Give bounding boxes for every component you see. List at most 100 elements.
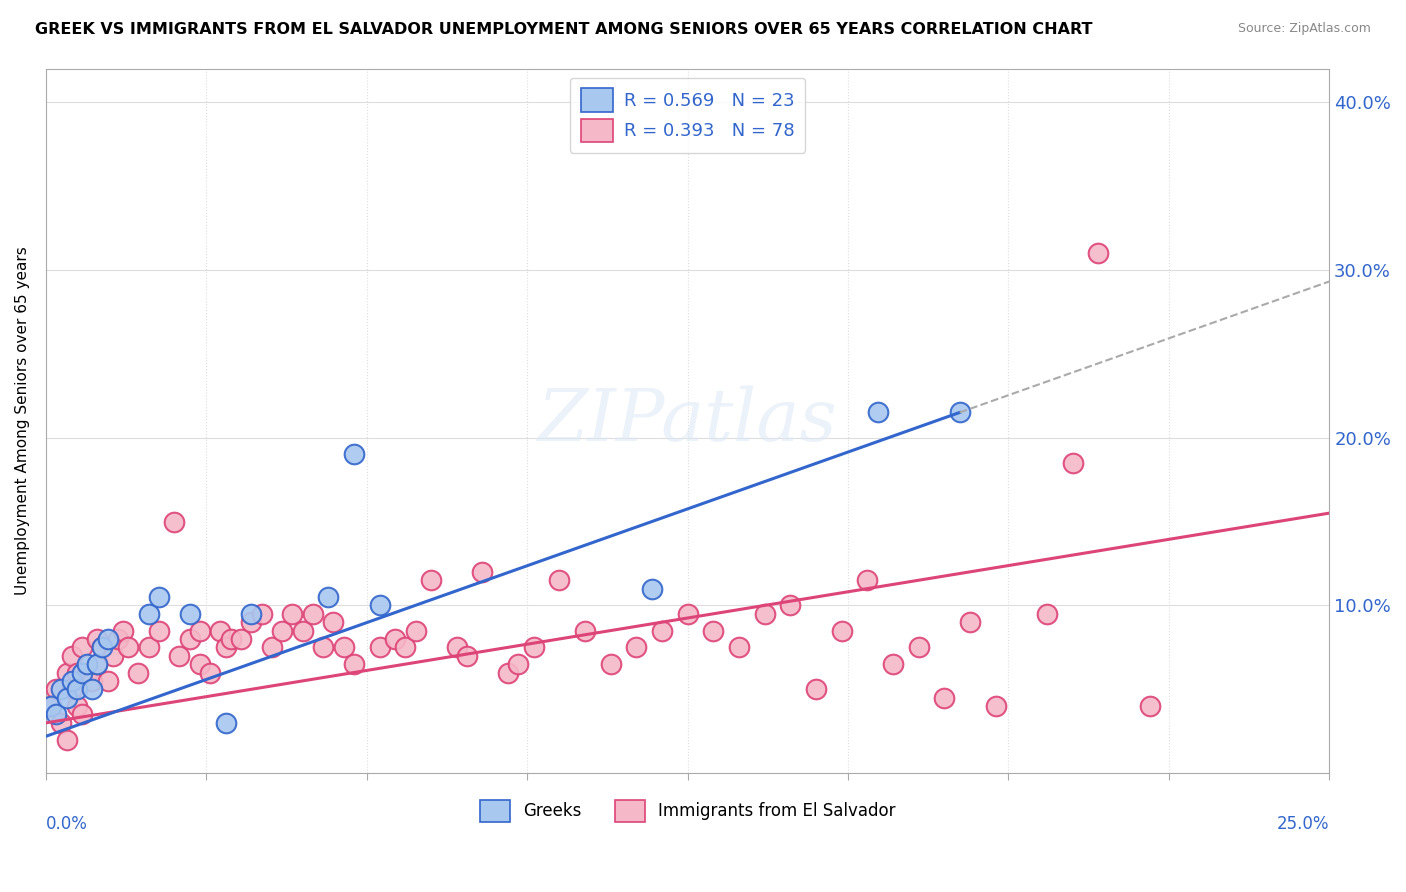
Point: [188, 624, 211, 638]
Point: [70, 665, 93, 680]
Point: [55, 665, 77, 680]
Point: [332, 640, 354, 655]
Point: [188, 657, 211, 672]
Point: [76, 657, 98, 672]
Point: [1139, 699, 1161, 714]
Point: [322, 615, 344, 630]
Point: [934, 690, 956, 705]
Point: [51, 682, 73, 697]
Point: [907, 640, 929, 655]
Point: [148, 590, 170, 604]
Point: [651, 624, 673, 638]
Point: [66, 682, 89, 697]
Point: [831, 624, 853, 638]
Point: [55, 732, 77, 747]
Point: [148, 624, 170, 638]
Point: [302, 607, 325, 621]
Y-axis label: Unemployment Among Seniors over 65 years: Unemployment Among Seniors over 65 years: [15, 246, 30, 595]
Point: [70, 707, 93, 722]
Point: [82, 682, 104, 697]
Point: [91, 640, 114, 655]
Point: [39, 699, 62, 714]
Point: [209, 624, 232, 638]
Point: [281, 607, 304, 621]
Point: [70, 640, 93, 655]
Point: [316, 590, 339, 604]
Point: [45, 707, 67, 722]
Point: [91, 640, 114, 655]
Point: [599, 657, 621, 672]
Point: [368, 599, 391, 613]
Point: [574, 624, 596, 638]
Point: [1087, 246, 1109, 260]
Point: [107, 632, 129, 646]
Point: [138, 640, 160, 655]
Point: [117, 640, 139, 655]
Point: [548, 573, 571, 587]
Point: [394, 640, 416, 655]
Point: [111, 624, 134, 638]
Point: [959, 615, 981, 630]
Point: [97, 632, 120, 646]
Point: [676, 607, 699, 621]
Point: [384, 632, 406, 646]
Point: [169, 648, 191, 663]
Point: [728, 640, 751, 655]
Point: [271, 624, 294, 638]
Point: [456, 648, 478, 663]
Point: [260, 640, 283, 655]
Point: [229, 632, 252, 646]
Point: [312, 640, 335, 655]
Point: [420, 573, 443, 587]
Point: [856, 573, 879, 587]
Point: [45, 682, 67, 697]
Point: [368, 640, 391, 655]
Point: [754, 607, 776, 621]
Point: [702, 624, 724, 638]
Point: [240, 607, 263, 621]
Point: [66, 699, 89, 714]
Point: [86, 632, 108, 646]
Point: [882, 657, 904, 672]
Point: [39, 699, 62, 714]
Point: [626, 640, 648, 655]
Point: [779, 599, 801, 613]
Point: [66, 665, 89, 680]
Point: [60, 673, 83, 688]
Point: [214, 715, 236, 730]
Point: [866, 405, 889, 419]
Point: [250, 607, 273, 621]
Point: [60, 648, 83, 663]
Point: [214, 640, 236, 655]
Point: [51, 715, 73, 730]
Point: [179, 632, 201, 646]
Text: Source: ZipAtlas.com: Source: ZipAtlas.com: [1237, 22, 1371, 36]
Legend: Greeks, Immigrants from El Salvador: Greeks, Immigrants from El Salvador: [472, 794, 903, 829]
Point: [86, 657, 108, 672]
Point: [60, 682, 83, 697]
Point: [55, 690, 77, 705]
Point: [1062, 456, 1084, 470]
Point: [86, 657, 108, 672]
Point: [641, 582, 664, 596]
Point: [405, 624, 427, 638]
Point: [219, 632, 242, 646]
Point: [508, 657, 530, 672]
Point: [471, 565, 494, 579]
Point: [523, 640, 546, 655]
Point: [291, 624, 314, 638]
Point: [949, 405, 972, 419]
Point: [496, 665, 519, 680]
Point: [200, 665, 222, 680]
Point: [240, 615, 263, 630]
Point: [163, 515, 186, 529]
Point: [97, 673, 120, 688]
Point: [138, 607, 160, 621]
Text: 25.0%: 25.0%: [1277, 815, 1329, 833]
Point: [343, 657, 366, 672]
Point: [804, 682, 827, 697]
Point: [82, 673, 104, 688]
Point: [984, 699, 1007, 714]
Point: [1036, 607, 1059, 621]
Point: [446, 640, 468, 655]
